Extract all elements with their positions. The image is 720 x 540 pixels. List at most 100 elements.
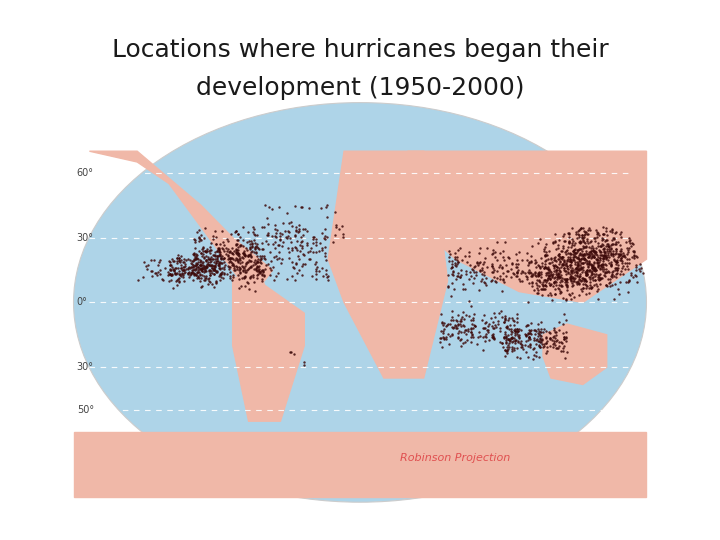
Point — [533, 271, 544, 280]
Point — [192, 274, 203, 283]
Point — [596, 262, 608, 271]
Point — [212, 261, 223, 269]
Point — [593, 273, 605, 282]
Point — [516, 341, 527, 349]
Point — [581, 271, 593, 280]
Point — [615, 254, 626, 262]
Point — [586, 242, 598, 251]
Point — [510, 263, 522, 272]
Point — [552, 244, 564, 252]
Point — [602, 256, 613, 265]
Point — [541, 276, 552, 285]
Point — [588, 269, 600, 278]
Polygon shape — [408, 151, 647, 302]
Point — [200, 264, 212, 273]
Point — [270, 252, 282, 261]
Point — [574, 251, 585, 260]
Point — [474, 244, 486, 252]
Point — [603, 241, 615, 250]
Point — [581, 269, 593, 278]
Point — [282, 232, 294, 241]
Point — [564, 273, 576, 281]
Point — [291, 259, 302, 268]
Point — [164, 264, 176, 273]
Point — [465, 327, 477, 336]
Point — [322, 275, 333, 284]
Point — [486, 261, 498, 270]
Point — [585, 260, 597, 269]
Point — [533, 271, 544, 279]
Point — [487, 323, 499, 332]
Point — [217, 255, 228, 264]
Point — [594, 246, 606, 255]
Point — [297, 260, 309, 269]
Point — [561, 270, 572, 279]
Point — [588, 253, 599, 262]
Point — [594, 274, 606, 283]
Point — [210, 260, 221, 269]
Point — [200, 261, 212, 270]
Point — [320, 269, 332, 278]
Point — [585, 260, 597, 268]
Point — [178, 265, 189, 274]
Point — [588, 261, 599, 270]
Point — [600, 248, 611, 257]
Point — [456, 266, 467, 274]
Point — [276, 241, 288, 250]
Point — [201, 252, 212, 261]
Point — [567, 264, 578, 273]
Point — [544, 273, 555, 282]
Point — [464, 248, 475, 256]
Point — [585, 247, 597, 255]
Point — [170, 276, 181, 285]
Point — [597, 255, 608, 264]
Point — [246, 241, 258, 250]
Point — [539, 280, 551, 289]
Point — [452, 333, 464, 342]
Point — [210, 227, 221, 235]
Point — [224, 262, 235, 271]
Point — [600, 272, 611, 280]
Point — [195, 264, 207, 273]
Point — [199, 267, 210, 276]
Point — [585, 282, 597, 291]
Point — [255, 255, 266, 264]
Point — [522, 321, 534, 329]
Point — [604, 227, 616, 235]
Point — [604, 247, 616, 255]
Point — [528, 335, 540, 344]
Point — [539, 280, 551, 289]
Point — [190, 260, 202, 269]
Point — [263, 219, 274, 228]
Point — [245, 242, 256, 251]
Point — [604, 274, 616, 283]
Point — [552, 262, 563, 271]
Point — [194, 255, 206, 264]
Point — [501, 323, 513, 332]
Point — [573, 291, 585, 299]
Point — [230, 249, 241, 258]
Point — [190, 250, 202, 259]
Point — [554, 253, 565, 261]
Point — [595, 274, 607, 283]
Point — [590, 265, 601, 274]
Point — [137, 272, 148, 281]
Point — [437, 321, 449, 329]
Point — [154, 270, 166, 279]
Point — [578, 238, 590, 247]
Point — [562, 261, 573, 270]
Point — [565, 249, 577, 258]
Point — [287, 262, 299, 271]
Point — [223, 247, 235, 256]
Point — [204, 255, 216, 264]
Point — [512, 272, 523, 280]
Point — [489, 335, 500, 343]
Point — [233, 235, 244, 244]
Point — [204, 242, 216, 251]
Point — [580, 276, 592, 285]
Point — [223, 265, 235, 273]
Point — [447, 315, 459, 324]
Point — [544, 329, 555, 338]
Point — [556, 247, 567, 255]
Point — [562, 253, 574, 261]
